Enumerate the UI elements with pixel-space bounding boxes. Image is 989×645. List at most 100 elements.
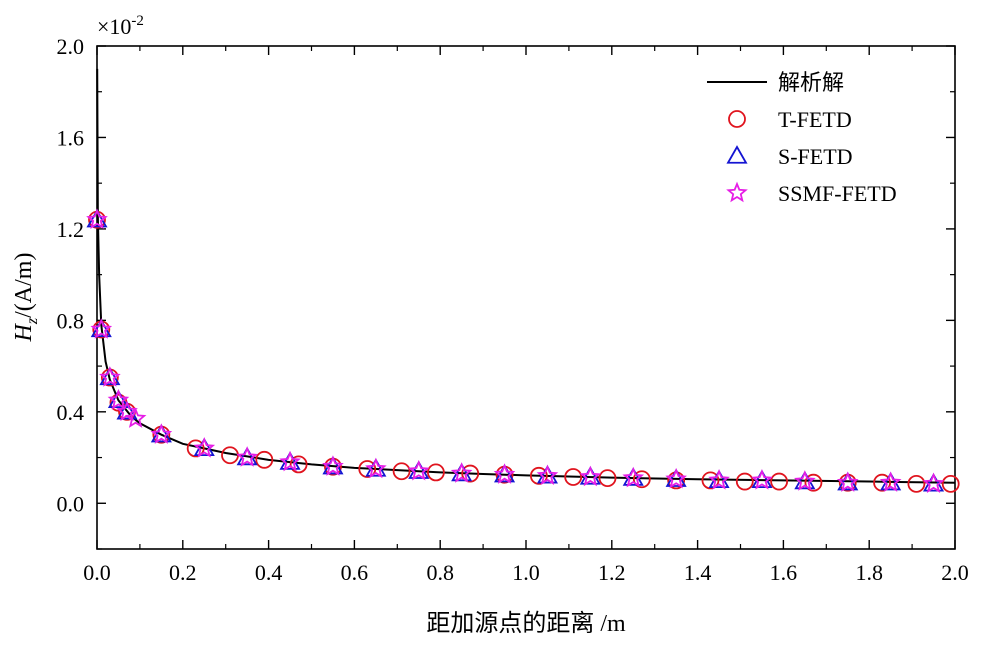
data-point-star	[279, 450, 301, 472]
y-axis-title: Hz/(A/m)	[11, 253, 41, 343]
x-tick-label: 0.6	[341, 560, 369, 585]
data-point-star	[879, 471, 902, 492]
data-point-star	[322, 455, 344, 476]
data-point-star	[236, 446, 258, 467]
x-axis-title: 距加源点的距离 /m	[426, 610, 626, 637]
data-point-star	[107, 389, 130, 410]
data-point-triangle	[536, 465, 559, 484]
data-point-star	[536, 464, 559, 486]
series-triangle-markers	[86, 208, 945, 492]
data-point-circle	[632, 470, 651, 489]
x-tick-label: 0.8	[426, 560, 454, 585]
plot-area	[86, 68, 960, 494]
data-point-star	[450, 462, 473, 483]
x-tick-label: 1.4	[684, 560, 712, 585]
data-point-star	[90, 318, 113, 339]
data-point-triangle	[90, 318, 112, 338]
data-point-triangle	[236, 446, 258, 466]
x-tick-label: 0.0	[83, 560, 111, 585]
data-point-triangle	[116, 401, 138, 420]
legend-label: S-FETD	[778, 144, 853, 169]
data-point-triangle	[880, 471, 902, 491]
data-point-triangle	[99, 366, 121, 386]
y-tick-label: 0.0	[57, 491, 85, 516]
data-point-triangle	[150, 423, 172, 443]
y-tick-label: 0.8	[57, 308, 85, 333]
data-point-triangle	[493, 463, 516, 483]
data-point-star	[150, 423, 173, 444]
data-point-triangle	[451, 462, 473, 482]
data-point-star	[193, 437, 216, 458]
data-point-triangle	[322, 455, 344, 475]
data-point-star	[922, 472, 945, 494]
legend-label: T-FETD	[778, 107, 852, 132]
data-point-triangle	[837, 471, 859, 491]
data-point-circle	[701, 471, 720, 490]
data-point-triangle	[579, 466, 601, 485]
data-point-circle	[564, 468, 583, 486]
data-point-star	[622, 466, 645, 488]
data-point-circle	[941, 474, 960, 493]
legend: 解析解 T-FETD S-FETD SSMF-FETD	[707, 70, 897, 206]
data-point-star	[365, 457, 387, 479]
data-point-triangle	[794, 470, 816, 490]
data-point-star	[794, 470, 816, 491]
data-point-star	[86, 208, 108, 229]
data-point-triangle	[708, 469, 730, 489]
data-point-star	[665, 467, 687, 489]
x-tick-label: 2.0	[941, 560, 969, 585]
data-point-triangle	[408, 460, 430, 479]
legend-circle-swatch	[728, 110, 746, 128]
data-point-circle	[289, 455, 308, 474]
data-point-star	[751, 469, 773, 490]
data-point-circle	[598, 469, 617, 488]
legend-star-swatch	[726, 181, 748, 203]
data-point-circle	[255, 450, 274, 469]
y-tick-label: 1.2	[57, 217, 85, 242]
data-point-star	[407, 459, 430, 481]
data-point-triangle	[751, 469, 773, 489]
y-multiplier: ×10-2	[97, 13, 144, 39]
data-point-circle	[907, 474, 926, 493]
data-point-circle	[427, 463, 445, 482]
series-star-markers	[86, 208, 945, 494]
data-point-circle	[529, 466, 548, 485]
x-tick-label: 0.4	[255, 560, 283, 585]
data-point-triangle	[665, 468, 687, 487]
data-point-circle	[804, 473, 823, 492]
data-point-star	[708, 469, 730, 490]
x-tick-label: 1.8	[855, 560, 883, 585]
y-tick-label: 2.0	[57, 34, 85, 59]
x-axis-ticks: 0.0 0.2 0.4 0.6 0.8 1.0 1.2 1.4 1.6 1.8 2.0	[83, 46, 969, 585]
data-point-star	[99, 366, 121, 387]
data-point-triangle	[365, 458, 387, 477]
data-point-star	[493, 463, 516, 484]
legend-triangle-swatch	[726, 145, 748, 164]
data-point-star	[579, 465, 602, 487]
data-point-circle	[770, 472, 789, 491]
data-point-circle	[461, 464, 480, 483]
x-tick-label: 1.0	[512, 560, 540, 585]
data-point-circle	[873, 473, 891, 492]
data-point-star	[836, 471, 859, 492]
legend-label: 解析解	[778, 70, 844, 95]
series-circle-markers	[88, 210, 960, 493]
data-point-circle	[186, 439, 205, 458]
data-point-triangle	[193, 437, 215, 457]
y-tick-label: 1.6	[57, 125, 85, 150]
x-tick-label: 0.2	[169, 560, 197, 585]
legend-label: SSMF-FETD	[778, 181, 897, 206]
data-point-star	[124, 407, 147, 428]
data-point-triangle	[922, 473, 945, 492]
data-point-circle	[358, 460, 377, 478]
series-line-analytic	[96, 68, 956, 484]
data-point-triangle	[622, 467, 644, 486]
x-tick-label: 1.2	[598, 560, 626, 585]
data-point-triangle	[86, 208, 108, 228]
data-point-triangle	[107, 389, 130, 409]
data-point-triangle	[279, 451, 301, 470]
data-point-circle	[735, 472, 754, 491]
x-tick-label: 1.6	[770, 560, 798, 585]
y-tick-label: 0.4	[57, 400, 85, 425]
